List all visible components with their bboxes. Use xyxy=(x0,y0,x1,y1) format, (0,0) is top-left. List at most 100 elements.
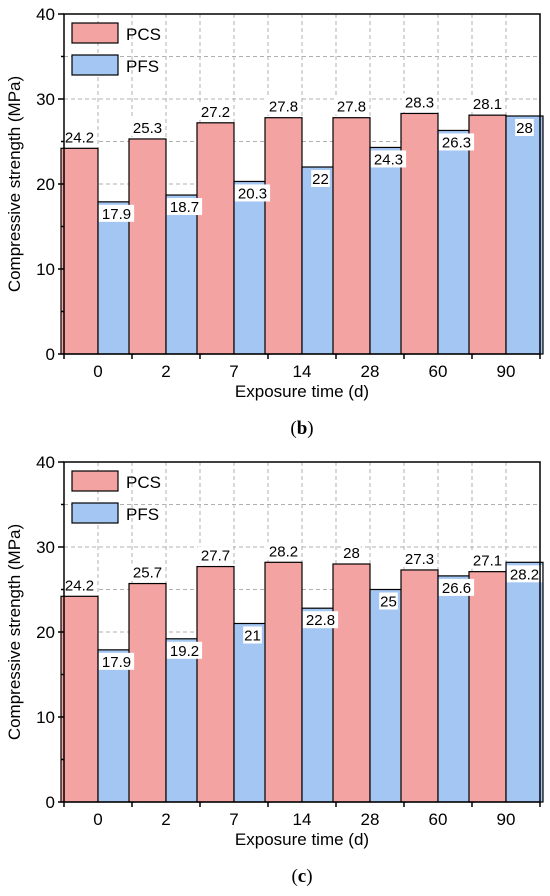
data-label-bg xyxy=(438,578,475,596)
x-tick-label: 90 xyxy=(497,362,516,381)
y-tick-label: 30 xyxy=(36,538,55,557)
data-label-bg xyxy=(311,170,330,187)
x-tick-label: 2 xyxy=(161,362,170,381)
bar-pcs-90 xyxy=(468,114,507,355)
bar-pfs-90 xyxy=(505,115,544,355)
bar-pcs-0 xyxy=(60,595,99,803)
bar-pcs-0 xyxy=(60,147,99,355)
x-tick-label: 7 xyxy=(229,810,238,829)
data-label-bg xyxy=(166,641,203,659)
x-tick-label: 60 xyxy=(429,810,448,829)
x-axis-title: Exposure time (d) xyxy=(235,830,369,849)
data-label-bg xyxy=(98,204,135,222)
data-label-pcs-90: 28.1 xyxy=(473,96,502,113)
bar-pcs-14 xyxy=(264,117,303,355)
data-label-bg xyxy=(265,542,302,560)
data-label-pcs-28: 27.8 xyxy=(337,99,366,116)
x-tick-label: 14 xyxy=(293,810,312,829)
data-label-pfs-60: 26.6 xyxy=(442,580,471,597)
x-tick-label: 7 xyxy=(229,362,238,381)
y-tick-label: 40 xyxy=(36,5,55,24)
data-label-pfs-90: 28.2 xyxy=(510,566,539,583)
legend-label-pcs: PCS xyxy=(126,25,161,44)
legend-swatch-pfs xyxy=(71,54,119,76)
x-tick-label: 0 xyxy=(93,362,102,381)
data-label-pfs-14: 22 xyxy=(312,171,329,188)
data-label-bg xyxy=(98,652,135,670)
data-label-bg xyxy=(265,97,302,115)
chart-panel-b: 24.2 17.9 25.3 18.7 27.2 20.3 27.8 22 27.8 24.3 28… xyxy=(5,5,544,439)
data-label-bg xyxy=(506,565,543,583)
y-tick-label: 20 xyxy=(36,623,55,642)
data-label-pfs-28: 24.3 xyxy=(374,151,403,168)
legend-swatch-pfs xyxy=(71,502,119,524)
x-axis: 0 2 7 14 28 60 90 xyxy=(63,354,541,381)
bar-pcs-60 xyxy=(400,112,439,355)
data-label-pcs-0: 24.2 xyxy=(65,577,94,594)
data-label-pcs-90: 27.1 xyxy=(473,553,502,570)
bar-pcs-7 xyxy=(196,565,235,803)
data-label-bg xyxy=(401,93,438,111)
data-labels: 24.2 17.9 25.3 18.7 27.2 20.3 27.8 22 27.8 24.3 28… xyxy=(61,93,534,223)
data-label-pfs-7: 21 xyxy=(244,628,261,645)
x-axis: 0 2 7 14 28 60 90 xyxy=(63,802,541,829)
bars xyxy=(60,112,544,355)
legend-swatch-pcs xyxy=(71,470,119,492)
data-label-pcs-14: 27.8 xyxy=(269,99,298,116)
y-tick-label: 0 xyxy=(46,345,55,364)
data-label-bg xyxy=(379,592,398,610)
data-label-bg xyxy=(129,563,166,581)
bar-chart-c: 24.217.925.719.227.72128.222.8282527.326… xyxy=(5,453,544,887)
data-label-bg xyxy=(333,97,370,115)
data-label-pcs-2: 25.3 xyxy=(133,120,162,137)
bar-pfs-90 xyxy=(505,561,544,803)
y-axis: 0 10 20 30 40 xyxy=(36,5,64,364)
bar-pcs-28 xyxy=(332,117,371,355)
bar-pcs-14 xyxy=(264,561,303,803)
data-label-pfs-60: 26.3 xyxy=(442,134,471,151)
data-label-pcs-0: 24.2 xyxy=(65,129,94,146)
legend: PCS PFS xyxy=(71,22,161,76)
data-labels: 24.2 17.9 25.7 19.2 27.7 21 28.2 22.8 28 25 27.3 26… xyxy=(61,542,543,671)
y-axis-title: Compressive strength (MPa) xyxy=(5,524,24,740)
chart-panel-c: 24.2 17.9 25.7 19.2 27.7 21 28.2 22.8 28 25 27.3 26… xyxy=(0,448,550,896)
bar-pcs-2 xyxy=(128,582,167,803)
legend: PCS PFS xyxy=(71,470,161,524)
data-label-bg xyxy=(469,95,506,113)
bar-pcs-2 xyxy=(128,138,167,355)
data-label-pfs-2: 18.7 xyxy=(170,199,199,216)
y-tick-label: 0 xyxy=(46,793,55,812)
legend-label-pcs: PCS xyxy=(126,473,161,492)
data-label-bg xyxy=(61,128,98,146)
bar-pcs-28 xyxy=(332,563,371,803)
data-label-pfs-0: 17.9 xyxy=(102,654,131,671)
data-label-bg xyxy=(197,102,234,120)
x-axis-title: Exposure time (d) xyxy=(235,382,369,401)
bar-chart-b: 24.2 17.9 25.3 18.7 27.2 20.3 27.8 22 27.8 24.3 28… xyxy=(5,5,544,439)
bar-pcs-60 xyxy=(400,569,439,803)
data-label-bg xyxy=(515,119,534,136)
data-label-pfs-0: 17.9 xyxy=(102,206,131,223)
legend-label-pfs: PFS xyxy=(126,505,159,524)
y-axis-title: Compressive strength (MPa) xyxy=(5,76,24,292)
data-label-bg xyxy=(342,544,361,561)
y-tick-label: 10 xyxy=(36,708,55,727)
data-label-bg xyxy=(469,551,506,569)
y-tick-label: 40 xyxy=(36,453,55,472)
x-tick-label: 60 xyxy=(429,362,448,381)
data-label-pcs-7: 27.7 xyxy=(201,548,230,565)
bars xyxy=(60,561,544,803)
data-label-bg xyxy=(401,549,438,567)
x-tick-label: 90 xyxy=(497,810,516,829)
data-label-pcs-28: 28 xyxy=(343,545,360,562)
data-label-pfs-90: 28 xyxy=(516,120,533,137)
x-tick-label: 0 xyxy=(93,810,102,829)
data-label-pfs-28: 25 xyxy=(380,594,397,611)
data-label-pfs-7: 20.3 xyxy=(238,185,267,202)
data-label-pcs-2: 25.7 xyxy=(133,565,162,582)
legend-label-pfs: PFS xyxy=(126,57,159,76)
data-label-bg xyxy=(197,546,234,564)
x-tick-label: 2 xyxy=(161,810,170,829)
data-label-bg xyxy=(370,150,407,168)
data-label-bg xyxy=(129,118,166,136)
